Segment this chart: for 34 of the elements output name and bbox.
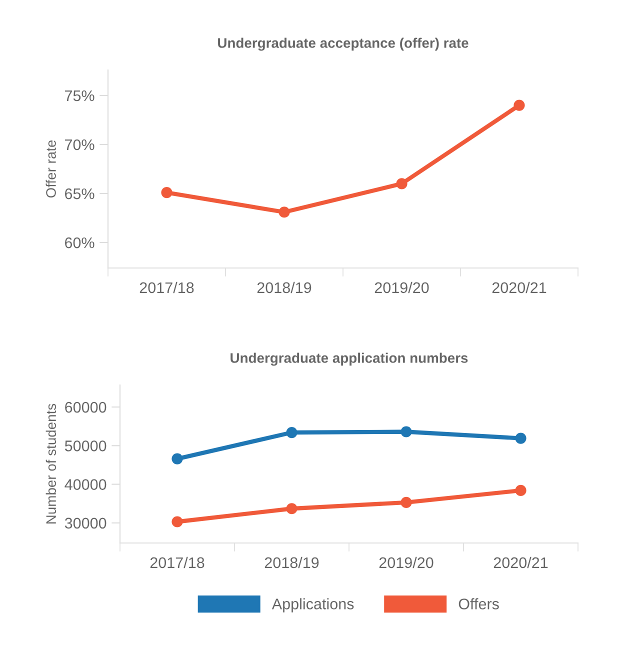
y-axis-title: Offer rate [46,140,56,198]
point [400,426,412,438]
x-tick-label: 2018/19 [257,282,312,294]
y-tick-label: 70% [65,139,94,150]
point [515,484,526,496]
y-tick-label: 60000 [65,402,106,413]
x-tick-label: 2017/18 [140,282,194,294]
chart-title: Undergraduate acceptance (offer) rate [218,38,468,51]
point [514,100,525,111]
y-axis-title: Number of students [46,404,56,524]
point [515,432,526,444]
legend-label: Offers [458,598,499,610]
legend-label: Applications [272,598,354,612]
y-tick-label: 40000 [64,479,106,490]
y-tick-label: 65% [65,188,94,200]
point [400,496,412,508]
point [396,178,408,190]
point [161,186,172,198]
y-tick-label: 50000 [64,440,106,452]
point [172,453,183,464]
point [286,503,298,514]
y-tick-label: 75% [65,90,94,102]
y-tick-label: 60% [65,237,94,248]
x-tick-label: 2020/21 [494,556,548,568]
x-tick-label: 2020/21 [492,282,546,294]
point [286,426,298,438]
x-tick-label: 2019/20 [374,282,429,294]
x-tick-label: 2019/20 [379,556,434,568]
point [172,516,183,528]
point [278,206,290,218]
chart-title: Undergraduate application numbers [230,352,468,366]
y-tick-label: 30000 [64,518,106,529]
x-tick-label: 2017/18 [150,556,204,568]
x-tick-label: 2018/19 [264,556,319,568]
